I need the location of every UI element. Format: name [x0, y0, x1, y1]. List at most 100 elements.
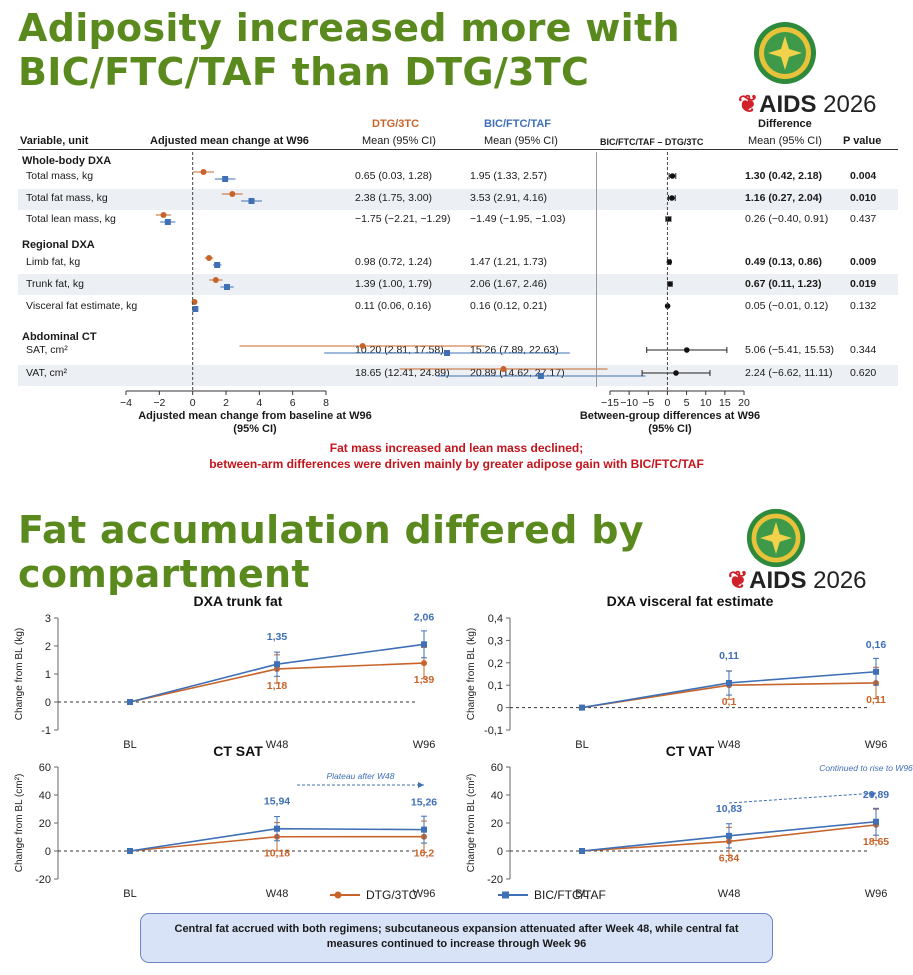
left-tick-label: −4	[120, 397, 132, 409]
row-bic-value: −1.49 (−1.95, −1.03)	[470, 213, 566, 225]
bic-point	[579, 704, 585, 711]
row-band	[18, 274, 898, 295]
y-axis-label: Change from BL (cm²)	[14, 774, 25, 873]
y-tick-label: -20	[487, 874, 503, 886]
left-tick-label: 8	[323, 397, 329, 409]
dtg-point	[206, 255, 212, 261]
row-pvalue: 0.004	[850, 170, 877, 182]
data-label: 0,11	[866, 694, 886, 706]
dtg-point	[500, 366, 507, 372]
row-pvalue: 0.344	[850, 344, 877, 356]
y-tick-label: -0,1	[484, 725, 503, 737]
slide2-title: Fat accumulation differed by compartment	[18, 508, 644, 596]
diff-point	[684, 347, 690, 353]
row-pvalue: 0.019	[850, 278, 877, 290]
legend-dtg-marker	[330, 891, 360, 899]
x-tick-label: W48	[266, 739, 289, 751]
legend-dtg: DTG/3TC	[330, 888, 417, 902]
data-label: 15,26	[411, 797, 437, 809]
header-dtg-meanci: Mean (95% CI)	[362, 135, 436, 147]
row-pvalue: 0.620	[850, 367, 877, 379]
data-label: 10,83	[716, 803, 742, 815]
bic-point	[224, 284, 230, 290]
section-whole-body: Whole-body DXA	[22, 155, 112, 167]
header-diff-meanci: Mean (95% CI)	[748, 135, 822, 147]
aids-brand-bottom: ❦AIDS 2026	[728, 567, 867, 594]
annotation-arrow	[728, 792, 877, 804]
bic-point	[444, 350, 450, 356]
y-tick-label: 0,1	[488, 680, 503, 692]
row-pvalue: 0.132	[850, 300, 877, 312]
annotation-text: Continued to rise to W96	[819, 763, 913, 773]
row-diff-value: 0.67 (0.11, 1.23)	[745, 278, 822, 290]
row-diff-value: 0.05 (−0.01, 0.12)	[745, 300, 829, 312]
x-tick-label: W96	[413, 739, 436, 751]
header-diff-label: BIC/FTC/TAF – DTG/3TC	[600, 137, 704, 147]
y-axis-label: Change from BL (kg)	[14, 628, 25, 720]
x-tick-label: W96	[865, 888, 888, 900]
header-variable: Variable, unit	[20, 135, 89, 147]
row-bic-value: 1.95 (1.33, 2.57)	[470, 170, 548, 182]
dtg-point	[359, 343, 366, 349]
data-label: 18,65	[863, 836, 889, 848]
row-bic-value: 2.06 (1.67, 2.46)	[470, 278, 548, 290]
x-tick-label: BL	[575, 888, 588, 900]
bic-point	[127, 848, 133, 854]
left-tick-label: 4	[256, 397, 262, 409]
bic-point	[873, 818, 879, 825]
y-tick-label: 0	[497, 703, 503, 715]
data-label: 10,18	[264, 848, 290, 860]
y-tick-label: 60	[491, 762, 503, 774]
conference-logo-icon	[754, 22, 816, 84]
data-label: 1,35	[267, 631, 288, 643]
annotation-text: Plateau after W48	[326, 771, 394, 781]
y-axis-label: Change from BL (kg)	[466, 628, 477, 720]
row-label: SAT, cm²	[26, 344, 68, 356]
x-tick-label: W48	[718, 888, 741, 900]
row-bic-value: 0.16 (0.12, 0.21)	[470, 300, 548, 312]
diff-point	[673, 370, 679, 376]
chart-1: DXA visceral fat estimate -0,1 0 0,1 0,2 0,3 0…	[466, 593, 887, 751]
bic-point	[274, 661, 280, 668]
right-tick-label: 10	[700, 397, 712, 409]
y-tick-label: 20	[491, 818, 503, 830]
aids-brand-top: ❦AIDS 2026	[738, 91, 877, 118]
right-tick-label: 20	[738, 397, 750, 409]
row-label: Total lean mass, kg	[26, 213, 116, 225]
header-dtg: DTG/3TC	[372, 118, 420, 130]
right-axis-label: Between-group differences at W96	[579, 410, 761, 422]
data-label: 0,1	[722, 696, 737, 708]
bic-point	[274, 825, 280, 832]
y-tick-label: 1	[45, 669, 51, 681]
row-label: Total fat mass, kg	[26, 192, 108, 204]
y-tick-label: 0	[45, 697, 51, 709]
chart-title: CT SAT	[213, 743, 263, 759]
section-abdominal: Abdominal CT	[22, 331, 97, 343]
row-label: Total mass, kg	[26, 170, 94, 182]
row-diff-value: 0.26 (−0.40, 0.91)	[745, 213, 829, 225]
conference-logo-icon	[746, 508, 806, 568]
data-label: 0,16	[866, 639, 887, 651]
y-tick-label: 60	[39, 762, 51, 774]
dtg-point	[200, 169, 207, 175]
chart-title: DXA trunk fat	[194, 593, 283, 609]
row-pvalue: 0.437	[850, 213, 877, 225]
left-tick-label: 2	[223, 397, 229, 409]
data-label: 10,2	[414, 848, 435, 860]
chart-title: DXA visceral fat estimate	[607, 593, 774, 609]
diff-point	[664, 303, 671, 309]
slide1-title: Adiposity increased more with BIC/FTC/TA…	[18, 6, 680, 94]
x-tick-label: W48	[718, 739, 741, 751]
header-adjusted: Adjusted mean change at W96	[150, 135, 309, 147]
row-dtg-value: 18.65 (12.41, 24.89)	[355, 367, 450, 379]
y-tick-label: 3	[45, 613, 51, 625]
left-axis-label: Adjusted mean change from baseline at W9…	[138, 410, 372, 422]
right-tick-label: 15	[719, 397, 731, 409]
header-pvalue: P value	[843, 135, 882, 147]
right-tick-label: −5	[642, 397, 654, 409]
chart-2: CT SAT -20 0 20 40 60 Change from BL (cm²) BL W4…	[14, 743, 437, 900]
ribbon-icon: ❦	[738, 91, 759, 118]
header-rule	[18, 149, 898, 150]
forest-divider	[596, 152, 597, 387]
diff-point	[669, 195, 675, 201]
